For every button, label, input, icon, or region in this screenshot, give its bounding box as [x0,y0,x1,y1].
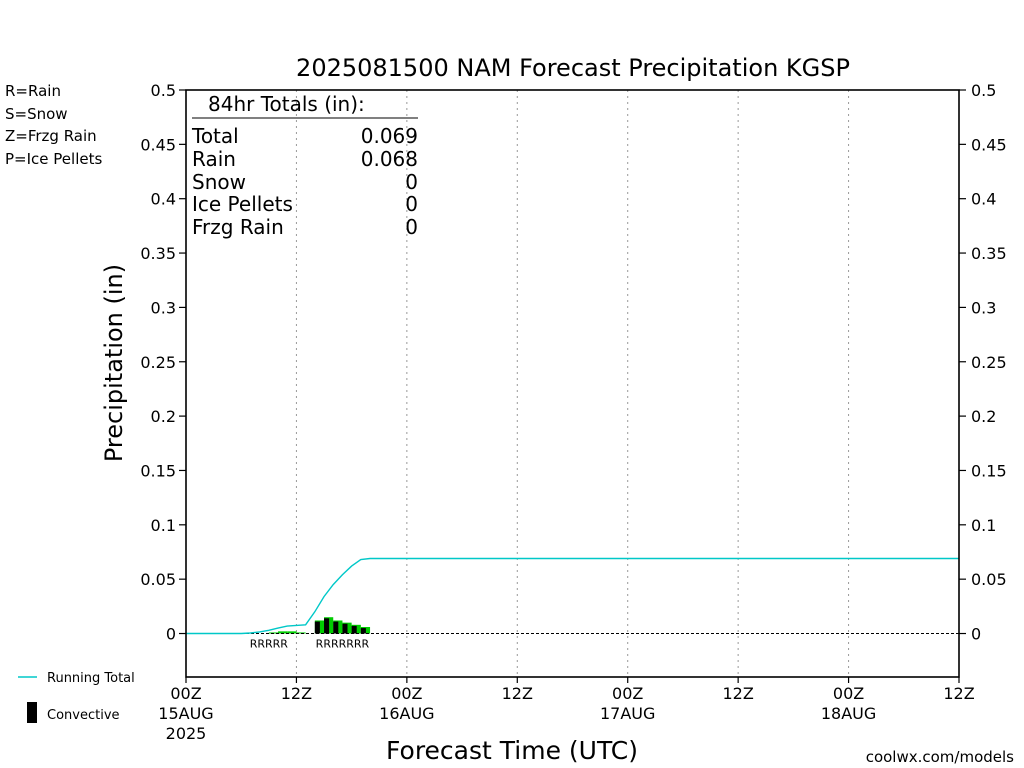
x-tick-label-0: 00Z [170,684,201,703]
totals-value-total: 0.069 [361,124,418,148]
y-tick-right-label-1: 0.45 [971,135,1007,154]
y-tick-right-label-0: 0.5 [971,81,996,100]
rain-bar-1 [278,631,288,634]
x-tick-date-4: 17AUG [600,704,655,723]
ptype-markers: RRRRR RRRRRRR [250,638,370,651]
convective-bar-1 [324,618,330,634]
y-tick-left-label-4: 0.3 [151,298,176,317]
ptype-marker-0: RRRRR [250,638,289,651]
x-tick-date-6: 18AUG [821,704,876,723]
chart-title: 2025081500 NAM Forecast Precipitation KG… [296,54,850,82]
x-tick-label-2: 00Z [391,684,422,703]
legend-frzg-rain: Z=Frzg Rain [5,127,97,145]
legend-running-total-label: Running Total [47,671,135,686]
convective-bar-0 [314,621,320,634]
rain-bar-0 [268,632,279,634]
totals-box: 84hr Totals (in): Total 0.069 Rain 0.068… [191,92,418,239]
totals-value-snow: 0 [405,170,418,194]
totals-label-frzg-rain: Frzg Rain [192,215,284,239]
x-tick-label-3: 12Z [502,684,533,703]
y-tick-left-label-2: 0.4 [151,190,176,209]
y-tick-left-label-0: 0.5 [151,81,176,100]
x-tick-label-5: 12Z [722,684,753,703]
x-tick-label-1: 12Z [281,684,312,703]
y-tick-left-label-3: 0.35 [140,244,176,263]
x-tick-year-0: 2025 [166,724,207,743]
y-tick-left-label-8: 0.1 [151,516,176,535]
y-tick-right-label-6: 0.2 [971,407,996,426]
x-tick-label-7: 12Z [943,684,974,703]
x-axis-label: Forecast Time (UTC) [386,736,638,765]
legend-ice-pellets: P=Ice Pellets [5,150,102,168]
y-tick-right-label-9: 0.05 [971,570,1007,589]
convective-bar-3 [342,623,348,634]
y-tick-left-label-9: 0.05 [140,570,176,589]
rain-bar-3 [296,632,306,634]
convective-bar-4 [351,625,357,634]
x-tick-date-2: 16AUG [379,704,434,723]
y-ticks-right: 0.5 0.45 0.4 0.35 0.3 0.25 0.2 0.15 0.1 0.05 0 [959,81,1007,644]
y-tick-left-label-7: 0.15 [140,461,176,480]
y-tick-left-label-6: 0.2 [151,407,176,426]
y-axis-label: Precipitation (in) [100,264,128,462]
y-tick-right-label-10: 0 [971,625,981,644]
convective-bar-2 [333,621,339,634]
x-tick-date-0: 15AUG [158,704,213,723]
ptype-marker-1: RRRRRRR [316,638,370,651]
y-tick-left-label-1: 0.45 [140,135,176,154]
totals-heading: 84hr Totals (in): [208,92,365,116]
y-tick-right-label-8: 0.1 [971,516,996,535]
totals-value-ice-pellets: 0 [405,192,418,216]
convective-bar-5 [360,628,366,634]
totals-value-rain: 0.068 [361,147,418,171]
x-tick-label-6: 00Z [833,684,864,703]
totals-value-frzg-rain: 0 [405,215,418,239]
series-running-total [186,557,959,635]
y-tick-left-label-5: 0.25 [140,353,176,372]
y-tick-right-label-7: 0.15 [971,461,1007,480]
y-tick-left-label-10: 0 [166,625,176,644]
y-tick-right-label-2: 0.4 [971,190,996,209]
y-ticks-left: 0.5 0.45 0.4 0.35 0.3 0.25 0.2 0.15 0.1 0.05 0 [140,81,186,644]
x-tick-label-4: 00Z [612,684,643,703]
y-tick-right-label-3: 0.35 [971,244,1007,263]
totals-label-snow: Snow [192,170,246,194]
totals-label-ice-pellets: Ice Pellets [192,192,293,216]
plot-frame [185,89,960,678]
legend-convective-swatch [27,702,37,723]
totals-label-rain: Rain [192,147,236,171]
y-tick-right-label-4: 0.3 [971,298,996,317]
credit-text: coolwx.com/models [866,748,1014,766]
legend-convective-label: Convective [47,708,120,723]
rain-bar-2 [287,631,297,634]
precip-bars [268,617,371,634]
legend-snow: S=Snow [5,105,68,123]
vertical-gridlines [295,90,850,677]
legend-rain: R=Rain [5,82,61,100]
totals-label-total: Total [191,124,239,148]
y-tick-right-label-5: 0.25 [971,353,1007,372]
